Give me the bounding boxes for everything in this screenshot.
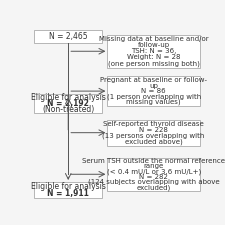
Text: range: range	[144, 164, 164, 169]
Text: TSH: N = 36,: TSH: N = 36,	[131, 48, 176, 54]
Text: N = 2,192: N = 2,192	[47, 99, 89, 108]
Text: Eligible for analysis: Eligible for analysis	[31, 182, 106, 191]
Text: (1 person overlapping with: (1 person overlapping with	[107, 93, 201, 100]
Text: up: up	[149, 83, 158, 89]
FancyBboxPatch shape	[108, 158, 200, 191]
Text: (13 persons overlapping with: (13 persons overlapping with	[103, 133, 205, 139]
Text: (< 0.4 mU/L or 3.6 mU/L+): (< 0.4 mU/L or 3.6 mU/L+)	[107, 169, 201, 175]
Text: N = 1,911: N = 1,911	[47, 189, 89, 198]
Text: (124 subjects overlapping with above: (124 subjects overlapping with above	[88, 179, 220, 185]
Text: missing values): missing values)	[126, 99, 181, 106]
Text: Missing data at baseline and/or: Missing data at baseline and/or	[99, 36, 209, 42]
FancyBboxPatch shape	[108, 76, 200, 106]
Text: N = 2,465: N = 2,465	[49, 32, 88, 41]
Text: N = 86: N = 86	[141, 88, 166, 94]
Text: Serum TSH outside the normal reference: Serum TSH outside the normal reference	[82, 158, 225, 164]
FancyBboxPatch shape	[108, 120, 200, 146]
Text: (Non-treated): (Non-treated)	[42, 104, 94, 113]
Text: excluded): excluded)	[137, 184, 171, 191]
Text: N = 228: N = 228	[139, 127, 168, 133]
FancyBboxPatch shape	[34, 182, 102, 198]
Text: Pregnant at baseline or follow-: Pregnant at baseline or follow-	[100, 77, 207, 83]
Text: follow-up: follow-up	[138, 42, 170, 48]
Text: excluded above): excluded above)	[125, 139, 182, 145]
FancyBboxPatch shape	[108, 35, 200, 68]
FancyBboxPatch shape	[34, 94, 102, 113]
Text: N = 282: N = 282	[139, 174, 168, 180]
Text: Eligible for analysis: Eligible for analysis	[31, 93, 106, 102]
FancyBboxPatch shape	[34, 30, 102, 43]
Text: Weight: N = 28: Weight: N = 28	[127, 54, 180, 61]
Text: Self-reported thyroid disease: Self-reported thyroid disease	[103, 121, 204, 127]
Text: (one person missing both): (one person missing both)	[108, 61, 200, 67]
